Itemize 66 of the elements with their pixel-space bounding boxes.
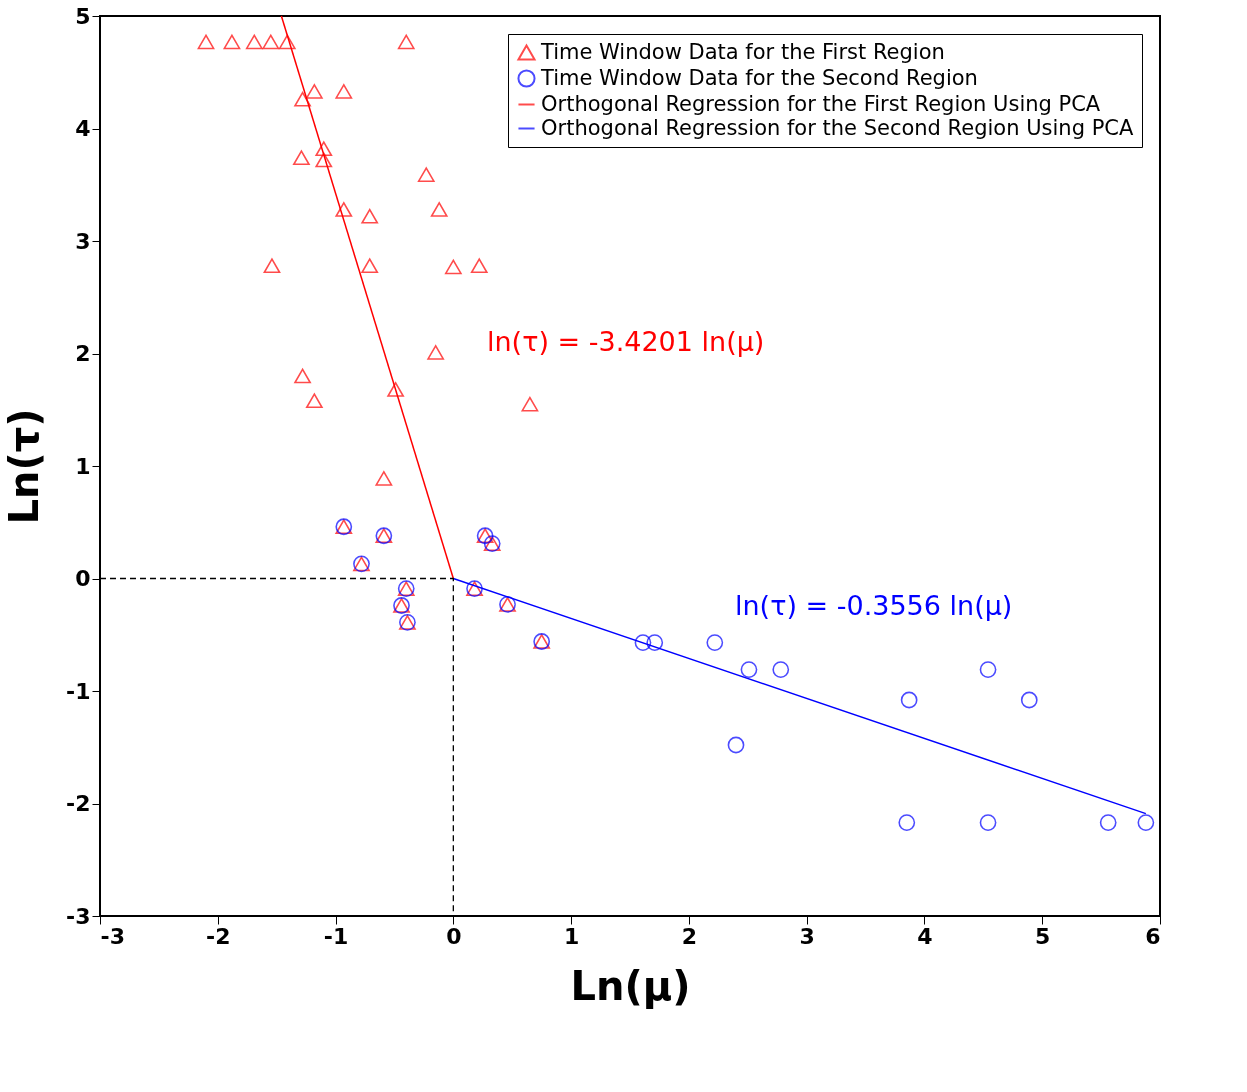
point — [245, 34, 263, 50]
x-tick-label: 6 — [1145, 923, 1161, 949]
point — [223, 34, 241, 50]
x-tick-label: 5 — [1035, 923, 1051, 949]
point — [315, 152, 333, 168]
y-tick-label: 3 — [75, 228, 91, 254]
y-tick-label: 5 — [75, 3, 91, 29]
point — [900, 691, 918, 709]
point — [427, 345, 445, 360]
point — [1137, 814, 1155, 831]
point — [898, 814, 916, 831]
point — [278, 34, 296, 50]
point — [361, 208, 379, 224]
y-tick-label: -2 — [66, 791, 91, 816]
point — [293, 150, 310, 166]
annotation: ln(τ) = -0.3556 ln(μ) — [735, 590, 1013, 621]
point — [521, 396, 539, 412]
point — [646, 634, 664, 651]
point — [335, 84, 353, 99]
point — [979, 661, 997, 678]
point — [430, 202, 448, 217]
point — [294, 368, 311, 384]
point — [335, 202, 353, 217]
point — [1099, 814, 1117, 831]
x-tick-label: -1 — [323, 923, 349, 949]
legend-label: Time Window Data for the Second Region — [540, 65, 978, 90]
y-tick-label: 0 — [75, 566, 91, 591]
x-tick-label: -2 — [206, 923, 231, 949]
point — [262, 34, 280, 50]
x-tick-label: -3 — [100, 923, 125, 949]
y-tick-label: 4 — [75, 116, 91, 141]
y-tick-label: -1 — [66, 678, 91, 704]
legend-label: Orthogonal Regression for the First Region Using PCA — [541, 91, 1101, 116]
point — [397, 34, 415, 50]
x-axis-title: Ln(μ) — [570, 962, 691, 1009]
y-tick-label: 2 — [75, 341, 91, 366]
point — [387, 382, 405, 397]
x-tick-label: 4 — [917, 923, 933, 949]
point — [634, 634, 652, 651]
x-tick-label: 1 — [563, 923, 580, 949]
x-tick-label: 3 — [799, 923, 815, 949]
point — [315, 141, 333, 157]
x-tick-label: 2 — [681, 923, 698, 949]
y-tick-label: 1 — [75, 453, 91, 479]
point — [1020, 691, 1038, 709]
point — [740, 661, 758, 678]
x-tick-label: 0 — [446, 923, 462, 949]
point — [470, 258, 488, 274]
point — [979, 814, 997, 831]
point — [197, 34, 215, 50]
y-axis-title: Ln(τ) — [1, 408, 48, 525]
point — [375, 471, 393, 486]
annotation: ln(τ) = -3.4201 ln(μ) — [487, 326, 765, 357]
point — [417, 167, 435, 182]
y-tick-label: -3 — [66, 903, 91, 929]
point — [305, 84, 323, 99]
point — [706, 634, 724, 651]
point — [305, 393, 323, 409]
point — [263, 258, 281, 274]
legend-label: Orthogonal Regression for the Second Region Using PCA — [541, 115, 1134, 140]
point — [772, 661, 790, 678]
legend-label: Time Window Data for the First Region — [540, 39, 945, 64]
point — [444, 259, 462, 275]
point — [294, 91, 311, 107]
point — [361, 258, 379, 274]
point — [727, 736, 745, 754]
